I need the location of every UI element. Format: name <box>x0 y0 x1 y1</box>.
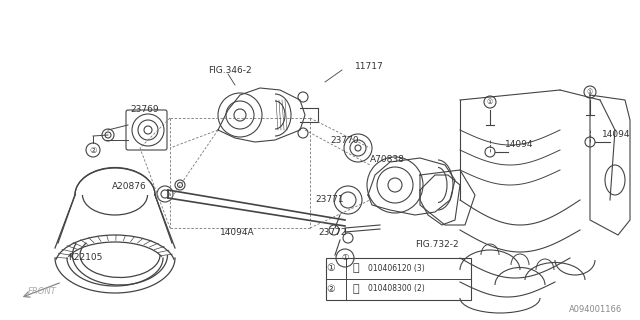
Text: K22105: K22105 <box>68 253 102 262</box>
Text: ①: ① <box>587 89 593 95</box>
Text: Ⓑ: Ⓑ <box>353 284 359 294</box>
Text: 23769: 23769 <box>130 105 159 114</box>
Text: 010406120 (3): 010406120 (3) <box>368 263 425 273</box>
Text: FIG.346-2: FIG.346-2 <box>208 66 252 75</box>
Text: 23770: 23770 <box>330 136 358 145</box>
Text: 11717: 11717 <box>355 62 384 71</box>
Text: 23772: 23772 <box>318 228 346 237</box>
Bar <box>326 258 471 300</box>
Text: 010408300 (2): 010408300 (2) <box>368 284 425 293</box>
Text: ②: ② <box>326 284 335 294</box>
Text: ①: ① <box>487 99 493 105</box>
Text: A094001166: A094001166 <box>569 305 622 314</box>
Text: ②: ② <box>89 146 97 155</box>
Text: 14094: 14094 <box>505 140 534 149</box>
Text: FIG.732-2: FIG.732-2 <box>415 240 459 249</box>
Text: 14094: 14094 <box>602 130 630 139</box>
Text: A20876: A20876 <box>112 182 147 191</box>
Text: Ⓑ: Ⓑ <box>353 263 359 273</box>
Text: ①: ① <box>341 253 349 262</box>
Text: ①: ① <box>326 263 335 273</box>
Text: 14094A: 14094A <box>220 228 255 237</box>
Text: A70838: A70838 <box>370 155 405 164</box>
Text: 23771: 23771 <box>315 195 344 204</box>
Text: FRONT: FRONT <box>28 287 57 296</box>
